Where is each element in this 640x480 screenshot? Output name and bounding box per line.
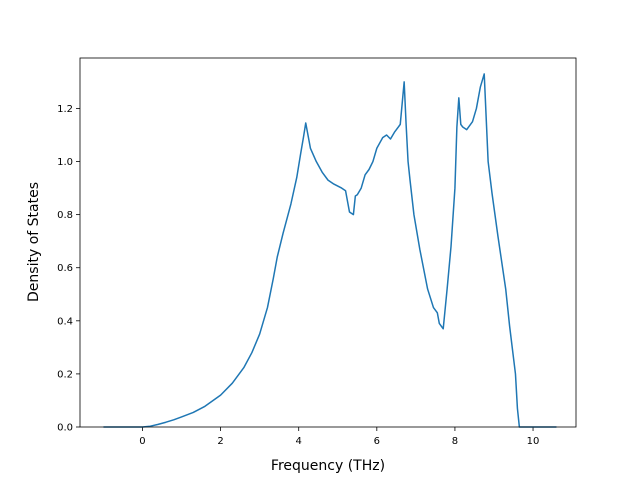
x-tick-label: 4 bbox=[296, 436, 302, 447]
y-tick-label: 0.6 bbox=[57, 263, 73, 274]
x-tick-label: 10 bbox=[527, 436, 540, 447]
y-tick-label: 0.8 bbox=[57, 210, 73, 221]
y-axis-label: Density of States bbox=[26, 182, 42, 302]
y-tick-label: 1.0 bbox=[57, 157, 73, 168]
dos-series-line bbox=[103, 73, 557, 428]
y-tick-label: 0.4 bbox=[57, 316, 73, 327]
x-tick-label: 8 bbox=[452, 436, 458, 447]
x-axis-ticks: 0 2 4 6 8 10 bbox=[139, 427, 539, 447]
x-axis-label: Frequency (THz) bbox=[271, 458, 385, 474]
y-axis-ticks: 0.0 0.2 0.4 0.6 0.8 1.0 1.2 bbox=[57, 104, 80, 434]
plot-background bbox=[80, 58, 576, 427]
x-tick-label: 0 bbox=[139, 436, 145, 447]
y-tick-label: 0.0 bbox=[57, 423, 73, 434]
x-tick-label: 2 bbox=[217, 436, 223, 447]
plot-frame bbox=[79, 57, 577, 428]
y-tick-label: 1.2 bbox=[57, 104, 73, 115]
y-tick-label: 0.2 bbox=[57, 369, 73, 380]
x-tick-label: 6 bbox=[374, 436, 380, 447]
